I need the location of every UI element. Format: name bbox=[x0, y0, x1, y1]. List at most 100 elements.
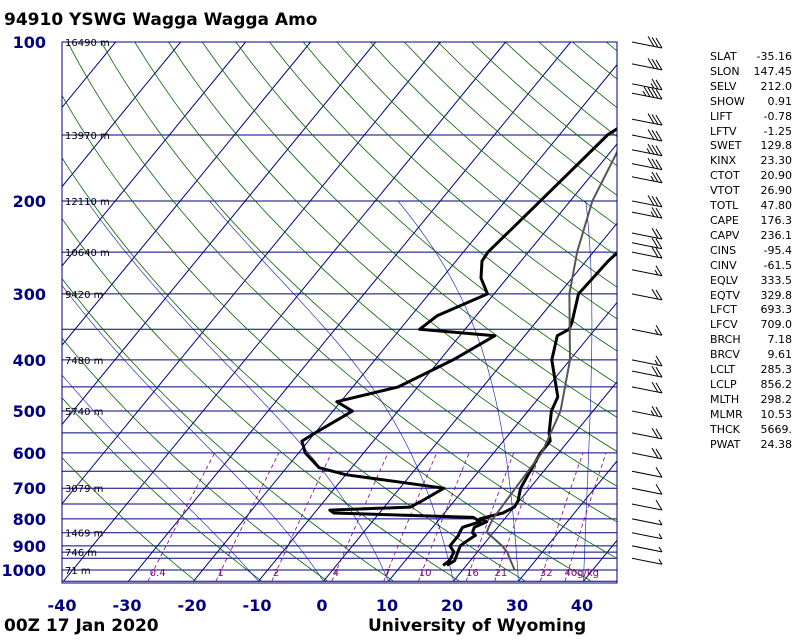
wind-barb-half-flag bbox=[658, 533, 663, 539]
wind-barb-staff bbox=[631, 251, 663, 259]
wind-barb-staff bbox=[631, 63, 663, 71]
index-row-cins: CINS -95.4 bbox=[710, 244, 792, 259]
index-value: -95.4 bbox=[763, 243, 792, 257]
wind-barb-flag bbox=[651, 36, 659, 48]
wind-barb-staff bbox=[631, 557, 663, 565]
index-row-pwat: PWAT 24.38 bbox=[710, 438, 792, 453]
dry-adiabat bbox=[62, 277, 394, 582]
height-label: 9420 m bbox=[65, 290, 103, 301]
wind-barb-flag bbox=[651, 288, 659, 300]
x-tick-label: 0 bbox=[316, 596, 327, 615]
x-tick-label: -20 bbox=[178, 596, 207, 615]
height-label: 12110 m bbox=[65, 197, 110, 208]
dry-adiabat bbox=[302, 42, 617, 320]
mixing-ratio-line bbox=[465, 452, 515, 582]
dry-adiabat bbox=[67, 42, 617, 559]
wind-barb-half-flag bbox=[650, 410, 655, 416]
plot-frame bbox=[61, 41, 618, 584]
wind-barb-half-flag bbox=[650, 211, 655, 217]
index-value: 10.53 bbox=[760, 407, 793, 421]
moist-adiabat bbox=[62, 374, 259, 582]
wind-barb-staff bbox=[631, 293, 663, 301]
dry-adiabat bbox=[336, 42, 617, 288]
index-value: 26.90 bbox=[760, 184, 793, 198]
index-key: EQTV bbox=[710, 288, 740, 302]
wind-barb-staff bbox=[631, 211, 663, 219]
wind-barb bbox=[631, 405, 663, 418]
isotherm bbox=[62, 42, 312, 346]
wind-barb bbox=[631, 247, 663, 259]
index-key: CAPV bbox=[710, 228, 740, 242]
index-key: LFTV bbox=[710, 124, 737, 138]
mixing-ratio-label: 2 bbox=[273, 568, 279, 579]
index-row-totl: TOTL 47.80 bbox=[710, 199, 792, 214]
isotherm bbox=[62, 42, 117, 109]
mixing-ratio-label: 1 bbox=[217, 568, 223, 579]
wind-barb-flag bbox=[655, 325, 663, 336]
wind-barb-half-flag bbox=[650, 82, 655, 89]
wind-barb bbox=[631, 207, 663, 219]
height-label: 746 m bbox=[65, 548, 97, 559]
wind-barb-staff bbox=[631, 518, 663, 526]
wind-barb-flag bbox=[655, 37, 663, 49]
isotherm bbox=[453, 380, 617, 582]
index-row-cinv: CINV -61.5 bbox=[710, 259, 792, 274]
dry-adiabat bbox=[168, 42, 617, 452]
wind-barb-flag bbox=[651, 129, 659, 141]
wind-barb-flag bbox=[655, 406, 663, 418]
dewpoint-line bbox=[300, 127, 617, 567]
wind-barb-flag bbox=[651, 158, 659, 170]
index-value: 0.91 bbox=[767, 94, 793, 108]
wind-barb bbox=[631, 545, 663, 553]
isotherm bbox=[128, 42, 572, 582]
mixing-ratio-line bbox=[147, 452, 216, 582]
wind-barb-staff bbox=[631, 487, 663, 495]
pressure-tick-label: 200 bbox=[13, 192, 46, 211]
wind-barb-flag bbox=[655, 499, 663, 511]
wind-barb-flag bbox=[651, 88, 659, 99]
pressure-tick-label: 300 bbox=[13, 285, 46, 304]
stability-indices-panel: SLAT -35.16 SLON 147.45 SELV 212.0 SHOW 0.91 LIF… bbox=[710, 50, 792, 452]
wind-barb-flag bbox=[655, 130, 663, 142]
index-key: MLTH bbox=[710, 392, 740, 406]
index-row-lclt: LCLT 285.3 bbox=[710, 363, 792, 378]
index-value: 147.45 bbox=[753, 64, 793, 78]
wind-barb-staff bbox=[631, 269, 663, 277]
index-row-lclp: LCLP 856.2 bbox=[710, 378, 792, 393]
wind-barb-flag bbox=[655, 289, 663, 301]
index-value: 236.1 bbox=[760, 228, 793, 242]
index-row-cape: CAPE 176.3 bbox=[710, 214, 792, 229]
wind-barb-flag bbox=[655, 265, 663, 277]
wind-barb-flag bbox=[651, 58, 659, 70]
index-value: 212.0 bbox=[760, 79, 793, 93]
index-key: CAPE bbox=[710, 213, 739, 227]
index-value: 176.3 bbox=[760, 213, 793, 227]
dry-adiabat bbox=[62, 337, 328, 582]
data-source: University of Wyoming bbox=[368, 616, 587, 636]
index-key: CTOT bbox=[710, 169, 740, 183]
dry-adiabat bbox=[62, 217, 460, 582]
index-row-thck: THCK 5669. bbox=[710, 423, 792, 438]
wind-barb-flag bbox=[655, 159, 663, 170]
wind-barb bbox=[631, 57, 663, 71]
pressure-tick-label: 400 bbox=[13, 351, 46, 370]
dry-adiabat bbox=[269, 42, 617, 352]
height-label: 7480 m bbox=[65, 356, 103, 367]
wind-barb-flag bbox=[651, 366, 659, 377]
wind-barb-staff bbox=[631, 452, 663, 460]
isotherm bbox=[62, 42, 182, 188]
index-row-slat: SLAT -35.16 bbox=[710, 50, 792, 65]
index-row-lftv: LFTV -1.25 bbox=[710, 125, 792, 140]
isotherm bbox=[193, 63, 617, 582]
index-value: -61.5 bbox=[763, 258, 792, 272]
wind-barb-flag bbox=[651, 207, 659, 218]
index-value: 7.18 bbox=[767, 333, 793, 347]
wind-barb-flag bbox=[651, 405, 659, 417]
wind-barb-flag bbox=[647, 36, 655, 47]
isotherm bbox=[323, 222, 617, 582]
wind-barb-half-flag bbox=[646, 148, 651, 154]
wind-barb-flag bbox=[647, 195, 655, 206]
wind-barb-flag bbox=[647, 113, 655, 124]
pressure-tick-label: 800 bbox=[13, 510, 46, 529]
